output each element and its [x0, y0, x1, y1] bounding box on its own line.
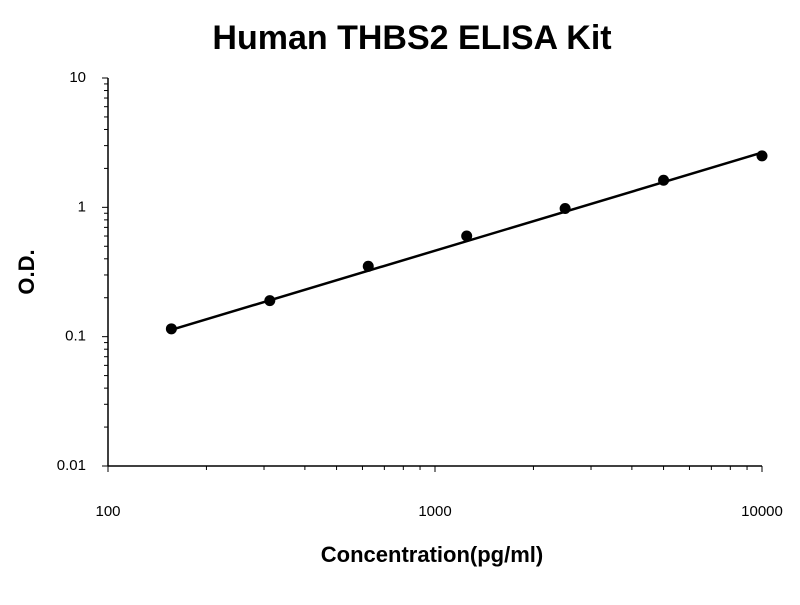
y-axis-label: O.D.: [14, 249, 39, 294]
x-tick-label: 100: [95, 503, 120, 520]
chart-title: Human THBS2 ELISA Kit: [212, 19, 611, 57]
data-point: [658, 174, 670, 186]
data-point: [461, 230, 473, 242]
data-point: [559, 202, 571, 214]
y-tick-label: 1: [78, 198, 86, 215]
y-tick-label: 0.01: [57, 457, 86, 474]
data-point: [165, 323, 177, 335]
data-point: [264, 295, 276, 307]
x-axis-label: Concentration(pg/ml): [321, 542, 543, 567]
y-tick-label: 0.1: [65, 328, 86, 345]
y-tick-label: 10: [69, 69, 86, 86]
data-point: [362, 260, 374, 272]
x-tick-label: 1000: [418, 503, 451, 520]
data-point: [756, 150, 768, 162]
x-tick-label: 10000: [741, 503, 783, 520]
